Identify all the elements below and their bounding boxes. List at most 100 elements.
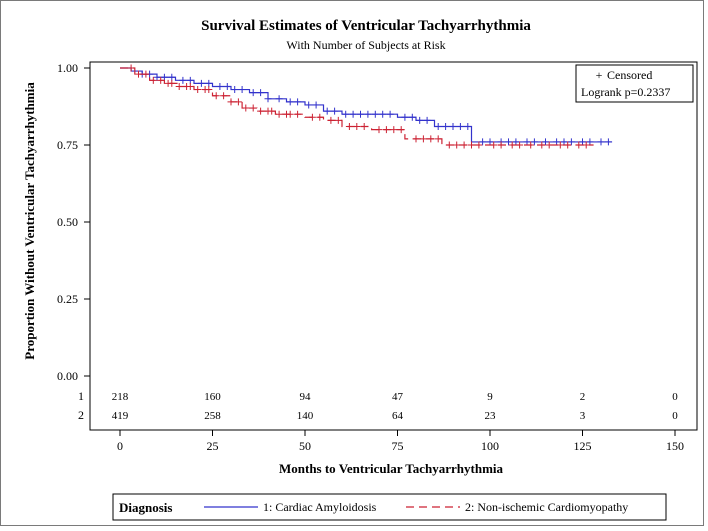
censor-mark-series-1 <box>331 107 339 115</box>
censor-mark-series-2 <box>127 64 135 72</box>
censor-mark-series-2 <box>142 70 150 78</box>
plot-area <box>89 61 698 431</box>
survival-line-series-1 <box>120 67 613 143</box>
censor-mark-series-2 <box>527 141 535 149</box>
censor-mark-series-2 <box>412 135 420 143</box>
censor-mark-series-2 <box>353 123 361 131</box>
censor-mark-series-1 <box>357 110 364 118</box>
x-tick-label: 0 <box>117 439 123 453</box>
censor-mark-series-1 <box>401 113 409 121</box>
legend-frame <box>112 493 667 521</box>
censor-mark-series-2 <box>149 76 157 84</box>
censor-mark-series-2 <box>275 110 283 118</box>
logrank-label: Logrank p=0.2337 <box>581 85 670 99</box>
at-risk-count: 140 <box>297 410 314 422</box>
censor-mark-series-2 <box>375 126 383 134</box>
censor-mark-series-1 <box>567 138 575 146</box>
legend-label-series-2: 2: Non-ischemic Cardiomyopathy <box>465 500 628 514</box>
censor-mark-series-2 <box>516 141 524 149</box>
legend: Diagnosis 1: Cardiac Amyloidosis 2: Non-… <box>112 493 667 521</box>
censor-mark-series-2 <box>468 141 475 149</box>
at-risk-count: 47 <box>392 391 404 403</box>
censor-mark-series-1 <box>168 73 176 81</box>
censor-mark-series-2 <box>460 141 468 149</box>
censor-mark-series-1 <box>379 110 387 118</box>
censor-mark-series-1 <box>264 95 272 103</box>
y-tick-label: 0.25 <box>57 292 78 306</box>
y-tick-label: 1.00 <box>57 61 78 75</box>
censor-mark-series-1 <box>442 123 450 131</box>
censor-mark-series-1 <box>205 79 213 87</box>
at-risk-count: 94 <box>300 391 312 403</box>
censor-mark-series-2 <box>575 141 583 149</box>
at-risk-count: 160 <box>204 391 221 403</box>
censor-mark-series-1 <box>349 110 357 118</box>
censor-mark-series-2 <box>157 76 165 84</box>
censor-mark-series-2 <box>135 70 142 78</box>
at-risk-count: 64 <box>392 410 404 422</box>
at-risk-count: 2 <box>580 391 586 403</box>
censor-mark-series-2 <box>538 141 546 149</box>
censor-mark-series-1 <box>231 86 239 94</box>
x-axis: 0 25 50 75 100 125 150 <box>117 430 684 453</box>
censor-mark-series-2 <box>294 110 302 118</box>
censor-mark-series-1 <box>579 138 586 146</box>
censor-mark-series-1 <box>223 82 231 90</box>
censor-mark-series-2 <box>419 135 427 143</box>
censor-mark-series-2 <box>334 116 342 124</box>
censored-symbol: + <box>596 68 603 82</box>
censored-label: Censored <box>607 68 652 82</box>
censor-mark-series-2 <box>427 135 435 143</box>
censor-mark-series-1 <box>560 138 568 146</box>
x-axis-label: Months to Ventricular Tachyarrhythmia <box>279 461 504 476</box>
censor-mark-series-1 <box>257 89 265 97</box>
inset-frame <box>575 64 694 103</box>
censor-mark-series-2 <box>497 141 505 149</box>
censor-mark-series-1 <box>179 76 187 84</box>
at-risk-count: 23 <box>485 410 497 422</box>
censor-mark-series-1 <box>597 138 605 146</box>
at-risk-table: 1 218 160 94 47 9 2 0 2 419 258 140 64 23 3 0 <box>78 389 678 422</box>
censor-mark-series-2 <box>556 141 564 149</box>
x-tick-label: 125 <box>574 439 592 453</box>
censor-mark-series-1 <box>512 138 520 146</box>
censor-mark-series-2 <box>205 86 213 94</box>
censor-mark-series-2 <box>268 107 276 115</box>
censor-mark-series-1 <box>275 95 283 103</box>
censor-mark-series-1 <box>449 123 457 131</box>
censor-mark-series-2 <box>564 141 572 149</box>
survival-curves <box>120 64 613 149</box>
censor-mark-series-2 <box>194 86 202 94</box>
censor-mark-series-2 <box>434 135 442 143</box>
at-risk-count: 218 <box>112 391 129 403</box>
censor-mark-series-1 <box>323 107 331 115</box>
censor-mark-series-2 <box>327 116 335 124</box>
censor-mark-series-2 <box>345 123 353 131</box>
censor-mark-series-2 <box>316 113 324 121</box>
censor-mark-series-1 <box>342 110 350 118</box>
at-risk-count: 3 <box>580 410 586 422</box>
censor-mark-series-1 <box>238 86 246 94</box>
censor-mark-series-2 <box>186 82 194 90</box>
censor-mark-series-1 <box>542 138 549 146</box>
y-axis: 0.00 0.25 0.50 0.75 1.00 <box>57 61 90 383</box>
censor-mark-series-1 <box>530 138 538 146</box>
at-risk-count: 0 <box>672 391 678 403</box>
y-tick-label: 0.00 <box>57 369 78 383</box>
censor-mark-series-1 <box>386 110 394 118</box>
censor-mark-series-2 <box>397 126 405 134</box>
at-risk-count: 419 <box>112 410 129 422</box>
legend-title: Diagnosis <box>119 500 172 515</box>
censor-mark-series-2 <box>582 141 590 149</box>
at-risk-row-label: 2 <box>78 408 84 422</box>
x-tick-label: 75 <box>392 439 404 453</box>
censor-mark-series-2 <box>360 123 368 131</box>
censor-mark-series-1 <box>434 123 442 131</box>
censor-mark-series-1 <box>553 138 561 146</box>
censor-mark-series-1 <box>423 116 431 124</box>
censor-mark-series-2 <box>249 104 257 112</box>
censor-mark-series-1 <box>305 101 313 109</box>
censor-mark-series-2 <box>308 113 316 121</box>
